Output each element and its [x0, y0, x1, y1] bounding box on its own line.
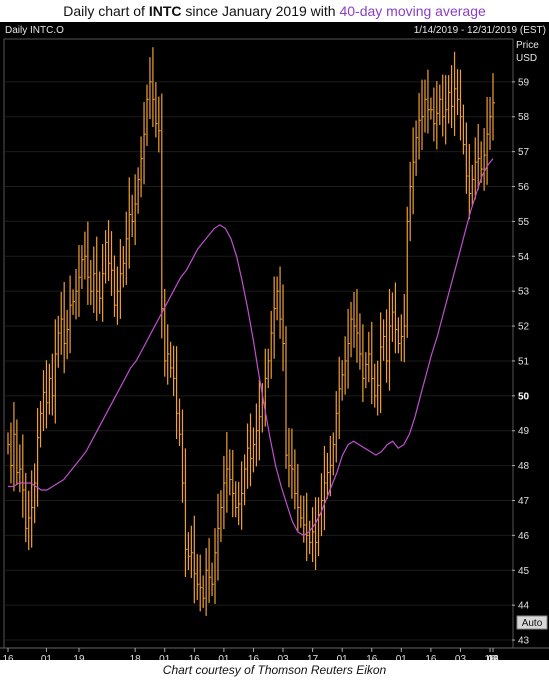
auto-scale-label: Auto	[522, 618, 543, 629]
title-prefix: Daily chart of	[63, 3, 149, 19]
y-tick-label: 56	[518, 182, 530, 193]
y-tick-label: 58	[518, 112, 530, 123]
y-axis-ticks: 43 44 45 46 47 48 49 50 51 52 53 54 55 56 57 58 59	[512, 77, 530, 647]
y-tick-label: 49	[518, 426, 530, 437]
price-chart: Daily INTC.O 1/14/2019 - 12/31/2019 (EST…	[0, 25, 549, 660]
title-middle: since January 2019 with	[181, 3, 340, 19]
x-tick-label: 16	[248, 654, 260, 660]
x-tick-label: 03	[455, 654, 467, 660]
price-axis-label: Price	[516, 40, 539, 51]
chart-frame: Daily INTC.O 1/14/2019 - 12/31/2019 (EST…	[0, 22, 549, 660]
gridlines	[5, 81, 512, 641]
y-tick-label: 45	[518, 566, 530, 577]
x-tick-label: 01	[218, 654, 230, 660]
x-tick-label: 18	[130, 654, 142, 660]
chart-date-range: 1/14/2019 - 12/31/2019 (EST)	[414, 25, 546, 36]
title-ticker: INTC	[148, 3, 182, 19]
x-tick-label: 01	[159, 654, 171, 660]
chart-title: Daily chart of INTC since January 2019 w…	[0, 0, 549, 22]
x-tick-label: 16	[487, 654, 499, 660]
x-tick-label: 16	[2, 654, 14, 660]
moving-average-line	[8, 158, 494, 537]
x-tick-label: 01	[337, 654, 349, 660]
x-tick-label: 16	[484, 654, 496, 660]
y-tick-label: 46	[518, 531, 530, 542]
y-tick-label: 55	[518, 217, 530, 228]
y-tick-label: 47	[518, 496, 530, 507]
y-tick-label: 52	[518, 322, 530, 333]
x-tick-label: 16	[425, 654, 437, 660]
price-bars	[7, 47, 495, 616]
x-axis-ticks: 16 01 19 18 01 16 01 16 03 17 01 16 01 16 03 1601160118…	[0, 647, 549, 660]
auto-scale-button[interactable]	[516, 615, 548, 630]
y-tick-label: 53	[518, 287, 530, 298]
y-tick-label: 44	[518, 601, 530, 612]
x-tick-label: 01	[487, 654, 499, 660]
x-tick-label: 01	[487, 654, 499, 660]
x-tick-label: 19	[73, 654, 85, 660]
chart-symbol: Daily INTC.O	[5, 25, 64, 36]
x-tick-label: 16	[366, 654, 378, 660]
x-tick-label: 01	[41, 654, 53, 660]
x-tick-label: 03	[277, 654, 289, 660]
y-tick-label: 48	[518, 461, 530, 472]
x-tick-label: 18	[487, 654, 499, 660]
y-tick-label: 54	[518, 252, 530, 263]
y-tick-label: 59	[518, 77, 530, 88]
x-tick-label: 01	[396, 654, 408, 660]
y-tick-label: 50	[518, 391, 530, 402]
y-tick-label: 51	[518, 356, 530, 367]
y-tick-label: 57	[518, 147, 530, 158]
x-tick-label: 16	[189, 654, 201, 660]
x-tick-label: 02	[487, 654, 499, 660]
y-tick-label: 43	[518, 636, 530, 647]
x-tick-label: 16	[487, 654, 499, 660]
chart-credit: Chart courtesy of Thomson Reuters Eikon	[162, 663, 387, 677]
x-tick-label: 17	[307, 654, 319, 660]
currency-axis-label: USD	[516, 53, 537, 64]
title-ma-label: 40-day moving average	[339, 3, 486, 19]
